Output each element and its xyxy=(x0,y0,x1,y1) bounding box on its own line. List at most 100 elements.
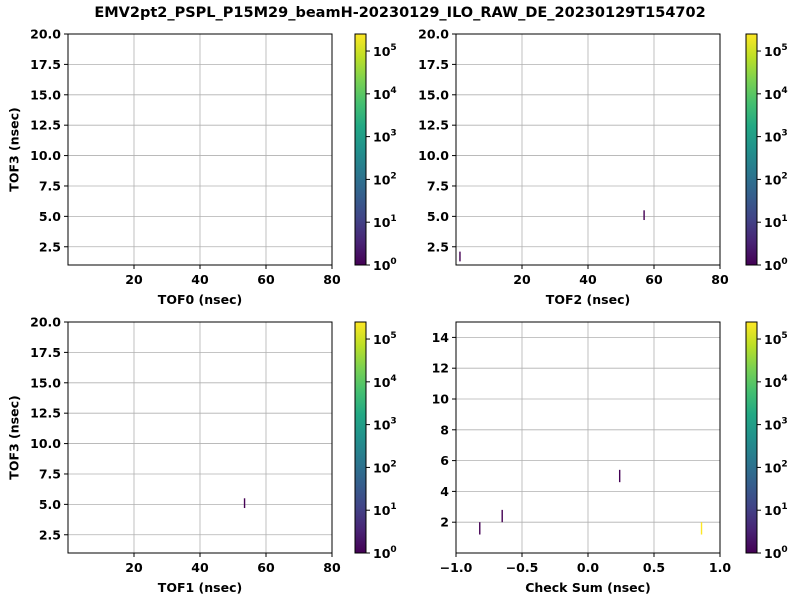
colorbar-tick-label: 102 xyxy=(373,459,397,475)
colorbar-tick-label: 103 xyxy=(764,417,788,433)
x-axis-label: Check Sum (nsec) xyxy=(525,580,651,595)
y-tick-label: 10.0 xyxy=(30,148,61,163)
y-tick-label: 5.0 xyxy=(39,497,61,512)
data-bin xyxy=(501,509,503,523)
x-axis-label: TOF2 (nsec) xyxy=(546,292,630,307)
data-bin xyxy=(700,522,703,535)
colorbar-tick-label: 105 xyxy=(373,331,397,347)
y-tick-label: 5.0 xyxy=(427,209,449,224)
colorbar-tick-label: 103 xyxy=(373,129,397,145)
y-tick-label: 17.5 xyxy=(30,345,61,360)
colorbar-tick-label: 104 xyxy=(373,86,397,102)
figure-title: EMV2pt2_PSPL_P15M29_beamH-20230129_ILO_R… xyxy=(94,5,705,21)
x-tick-label: −0.5 xyxy=(506,560,539,575)
x-tick-label: −1.0 xyxy=(440,560,473,575)
colorbar-frame xyxy=(745,321,758,554)
x-tick-label: 1.0 xyxy=(709,560,731,575)
colorbar-tick-label: 102 xyxy=(764,171,788,187)
colorbar-gradient xyxy=(355,322,366,553)
colorbar-frame xyxy=(354,33,367,266)
colorbar-gradient xyxy=(355,34,366,265)
heatmap-panel-1: 20 40 60 80 2.5 5.0 7.5 10.0 12.5 15.0 17.5 20.0 TOF… xyxy=(7,27,397,308)
x-tick-label: 40 xyxy=(579,272,597,287)
y-tick-label: 15.0 xyxy=(30,375,61,390)
x-tick-label: 60 xyxy=(645,272,663,287)
y-tick-label: 15.0 xyxy=(418,87,449,102)
colorbar-tick-label: 100 xyxy=(764,257,788,273)
x-tick-label: 40 xyxy=(191,560,209,575)
colorbar-tick-label: 101 xyxy=(764,502,788,518)
colorbar-gradient xyxy=(746,34,757,265)
y-tick-label: 7.5 xyxy=(39,466,61,481)
colorbar-tick-label: 101 xyxy=(764,214,788,230)
y-tick-label: 20.0 xyxy=(30,315,61,330)
y-tick-label: 7.5 xyxy=(39,178,61,193)
x-tick-label: 80 xyxy=(323,560,341,575)
data-bin xyxy=(643,210,645,221)
heatmap-panel-3: 20 40 60 80 2.5 5.0 7.5 10.0 12.5 15.0 17.5 20.0 TOF… xyxy=(7,315,397,596)
colorbar-tick-label: 102 xyxy=(764,459,788,475)
y-tick-label: 4 xyxy=(440,484,449,499)
x-tick-label: 80 xyxy=(323,272,341,287)
colorbar-frame xyxy=(745,33,758,266)
colorbar-tick-label: 100 xyxy=(373,257,397,273)
heatmap-panel-2: 20 40 60 80 2.5 5.0 7.5 10.0 12.5 15.0 17.5 20.0 TOF… xyxy=(418,27,788,308)
y-tick-label: 10.0 xyxy=(418,148,449,163)
colorbar-tick-label: 103 xyxy=(373,417,397,433)
y-tick-label: 2.5 xyxy=(427,239,449,254)
y-tick-label: 12 xyxy=(432,361,449,376)
colorbar-frame xyxy=(354,321,367,554)
colorbar-tick-label: 104 xyxy=(764,374,788,390)
y-tick-label: 8 xyxy=(440,422,449,437)
data-bin xyxy=(479,522,481,535)
y-tick-label: 10 xyxy=(432,392,450,407)
heatmap-panel-4: −1.0 −0.5 0.0 0.5 1.0 2 4 6 8 10 12 14 Check Sum (ns… xyxy=(432,321,788,595)
colorbar: 100 101 102 103 104 105 xyxy=(745,33,788,273)
colorbar-tick-label: 101 xyxy=(373,502,397,518)
y-tick-label: 20.0 xyxy=(418,27,449,42)
x-tick-label: 20 xyxy=(513,272,531,287)
colorbar-tick-label: 100 xyxy=(764,545,788,561)
colorbar: 100 101 102 103 104 105 xyxy=(354,321,397,561)
y-tick-label: 14 xyxy=(432,330,450,345)
y-tick-label: 17.5 xyxy=(418,57,449,72)
colorbar-tick-label: 102 xyxy=(373,171,397,187)
y-tick-label: 20.0 xyxy=(30,27,61,42)
x-tick-label: 20 xyxy=(125,272,143,287)
colorbar: 100 101 102 103 104 105 xyxy=(745,321,788,561)
x-tick-label: 20 xyxy=(125,560,143,575)
x-axis-label: TOF0 (nsec) xyxy=(158,292,242,307)
colorbar-tick-label: 103 xyxy=(764,129,788,145)
y-tick-label: 2.5 xyxy=(39,527,61,542)
y-tick-label: 6 xyxy=(440,453,449,468)
x-axis-label: TOF1 (nsec) xyxy=(158,580,242,595)
data-bin xyxy=(459,251,461,262)
colorbar: 100 101 102 103 104 105 xyxy=(354,33,397,273)
y-tick-label: 12.5 xyxy=(30,118,61,133)
y-axis-label: TOF3 (nsec) xyxy=(7,395,22,479)
y-tick-label: 15.0 xyxy=(30,87,61,102)
colorbar-tick-label: 101 xyxy=(373,214,397,230)
y-tick-label: 12.5 xyxy=(418,118,449,133)
y-axis-label: TOF3 (nsec) xyxy=(7,107,22,191)
x-tick-label: 0.5 xyxy=(643,560,665,575)
colorbar-tick-label: 104 xyxy=(764,86,788,102)
x-tick-label: 0.0 xyxy=(577,560,599,575)
colorbar-tick-label: 105 xyxy=(764,43,788,59)
data-bin xyxy=(618,469,621,483)
x-tick-label: 40 xyxy=(191,272,209,287)
y-tick-label: 2.5 xyxy=(39,239,61,254)
x-tick-label: 80 xyxy=(711,272,729,287)
y-tick-label: 2 xyxy=(440,515,449,530)
x-tick-label: 60 xyxy=(257,560,275,575)
y-tick-label: 10.0 xyxy=(30,436,61,451)
x-tick-label: 60 xyxy=(257,272,275,287)
colorbar-tick-label: 105 xyxy=(764,331,788,347)
data-bin xyxy=(243,498,246,509)
colorbar-tick-label: 104 xyxy=(373,374,397,390)
y-tick-label: 17.5 xyxy=(30,57,61,72)
y-tick-label: 12.5 xyxy=(30,406,61,421)
colorbar-tick-label: 100 xyxy=(373,545,397,561)
colorbar-gradient xyxy=(746,322,757,553)
